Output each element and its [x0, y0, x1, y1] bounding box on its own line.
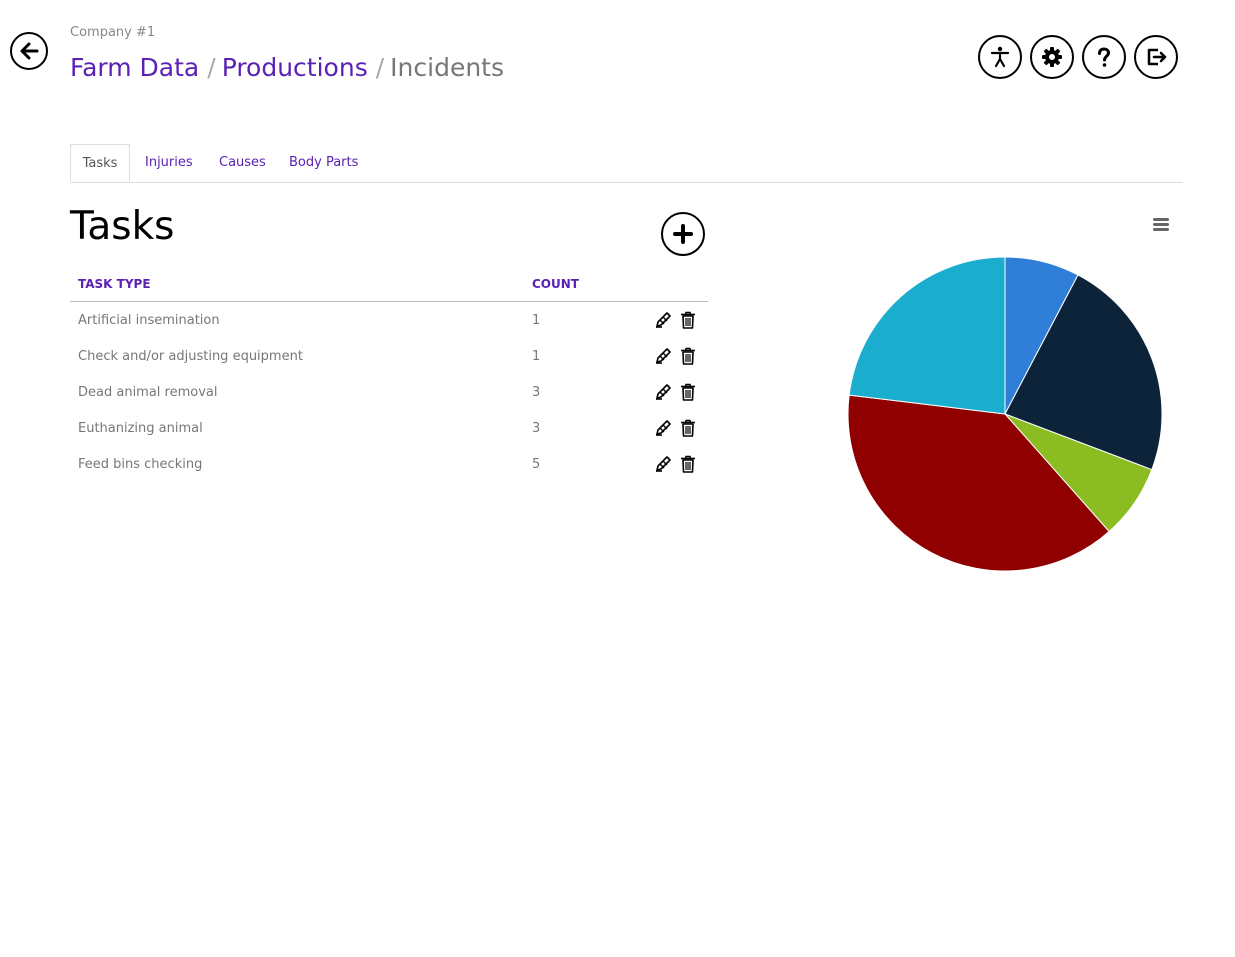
task-type-cell: Artificial insemination [78, 312, 220, 328]
edit-pencil-icon[interactable] [654, 347, 674, 365]
accessibility-button[interactable] [978, 35, 1022, 79]
breadcrumb-incidents: Incidents [390, 53, 505, 82]
pie-slice[interactable] [1004, 274, 1163, 471]
breadcrumb-separator: / [375, 53, 385, 82]
accessibility-icon [990, 46, 1010, 68]
column-header-count[interactable]: COUNT [524, 266, 592, 302]
count-cell: 1 [532, 312, 541, 328]
count-cell: 3 [532, 420, 541, 436]
task-type-cell: Feed bins checking [78, 456, 203, 472]
table-header-row: TASK TYPE COUNT [70, 266, 708, 302]
settings-button[interactable] [1030, 35, 1074, 79]
pie-slice[interactable] [847, 394, 1110, 572]
count-cell: 3 [532, 384, 541, 400]
row-actions [592, 338, 708, 374]
table-row: Euthanizing animal 3 [70, 410, 708, 446]
tab-body-parts[interactable]: Body Parts [289, 155, 359, 170]
delete-trash-icon[interactable] [678, 347, 698, 365]
delete-trash-icon[interactable] [678, 455, 698, 473]
row-actions [592, 374, 708, 410]
add-task-button[interactable] [661, 212, 705, 256]
section-title: Tasks [70, 204, 175, 249]
edit-pencil-icon[interactable] [654, 311, 674, 329]
count-cell: 5 [532, 456, 541, 472]
breadcrumb-separator: / [207, 53, 216, 82]
tasks-pie-chart [847, 256, 1163, 572]
table-row: Dead animal removal 3 [70, 374, 708, 410]
column-header-task-type[interactable]: TASK TYPE [70, 266, 524, 302]
task-type-cell: Dead animal removal [78, 384, 218, 400]
breadcrumb-productions[interactable]: Productions [221, 53, 368, 82]
tab-tasks[interactable]: Tasks [70, 144, 130, 182]
delete-trash-icon[interactable] [678, 383, 698, 401]
delete-trash-icon[interactable] [678, 419, 698, 437]
tab-bar: Tasks Injuries Causes Body Parts [70, 144, 1183, 183]
settings-gear-icon [1042, 47, 1062, 67]
logout-icon [1147, 48, 1167, 66]
table-body: Artificial insemination 1 Check and/or adj… [70, 302, 708, 483]
arrow-left-icon [20, 42, 39, 60]
row-actions [592, 446, 708, 482]
back-button[interactable] [10, 32, 48, 70]
pie-slice[interactable] [848, 256, 1006, 415]
edit-pencil-icon[interactable] [654, 455, 674, 473]
row-actions [592, 410, 708, 446]
breadcrumb: Farm Data / Productions / Incidents [70, 53, 504, 82]
edit-pencil-icon[interactable] [654, 383, 674, 401]
help-question-icon [1098, 47, 1111, 67]
edit-pencil-icon[interactable] [654, 419, 674, 437]
task-type-cell: Euthanizing animal [78, 420, 203, 436]
table-row: Check and/or adjusting equipment 1 [70, 338, 708, 374]
tab-causes[interactable]: Causes [219, 155, 266, 170]
tab-injuries[interactable]: Injuries [145, 155, 193, 170]
task-type-cell: Check and/or adjusting equipment [78, 348, 303, 364]
delete-trash-icon[interactable] [678, 311, 698, 329]
column-header-actions [592, 266, 708, 302]
breadcrumb-farm-data[interactable]: Farm Data [70, 53, 200, 82]
row-actions [592, 302, 708, 339]
chart-menu-icon[interactable] [1150, 215, 1172, 233]
help-button[interactable] [1082, 35, 1126, 79]
tasks-table: TASK TYPE COUNT Artificial insemination 1… [70, 266, 708, 482]
table-row: Feed bins checking 5 [70, 446, 708, 482]
count-cell: 1 [532, 348, 541, 364]
company-name: Company #1 [70, 25, 156, 40]
table-row: Artificial insemination 1 [70, 302, 708, 339]
plus-icon [673, 224, 693, 244]
logout-button[interactable] [1134, 35, 1178, 79]
